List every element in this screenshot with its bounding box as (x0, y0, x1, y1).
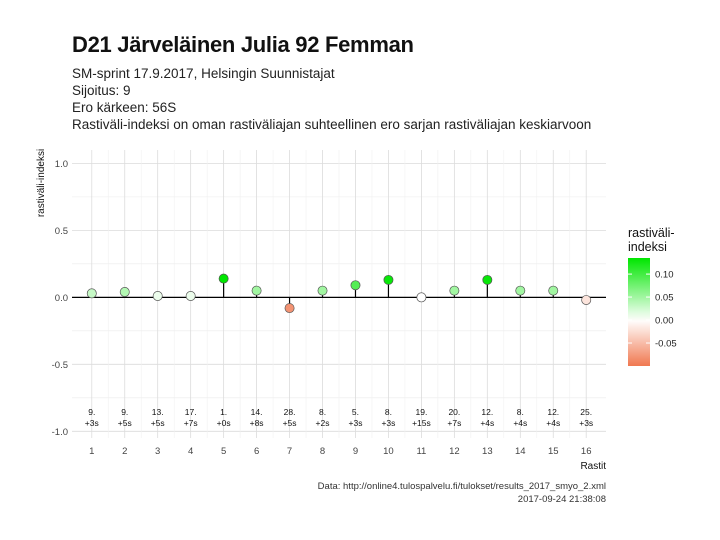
index-point (119, 287, 130, 297)
split-diff-label: +15s (412, 418, 431, 428)
split-rank-label: 12. (481, 407, 493, 417)
subtitle-line-index-description: Rastiväli-indeksi on oman rastiväliajan … (72, 117, 592, 132)
index-point (581, 295, 592, 305)
x-tick-label: 2 (122, 446, 127, 457)
subtitle-line-gap-to-leader: Ero kärkeen: 56S (72, 100, 177, 115)
split-rank-label: 19. (415, 407, 427, 417)
split-rank-label: 20. (448, 407, 460, 417)
split-rank-label: 8. (517, 407, 524, 417)
index-point (416, 292, 427, 303)
split-diff-label: +2s (316, 418, 330, 428)
x-tick-label: 11 (416, 446, 426, 457)
y-axis-label: rastiväli-indeksi (36, 149, 47, 217)
x-tick-label: 10 (383, 446, 394, 457)
legend-gradient (628, 258, 650, 366)
index-point (383, 274, 394, 285)
split-diff-label: +4s (480, 418, 494, 428)
split-rank-label: 8. (385, 407, 392, 417)
legend: rastiväli- indeksi (628, 226, 675, 254)
y-tick-label: 0.5 (55, 226, 68, 237)
legend-tick-label: 0.00 (655, 316, 674, 327)
x-tick-label: 1 (89, 446, 94, 457)
legend-title-line-2: indeksi (628, 240, 667, 254)
chart-title: D21 Järveläinen Julia 92 Femman (72, 32, 414, 57)
split-rank-label: 9. (88, 407, 95, 417)
x-tick-label: 6 (254, 446, 259, 457)
split-rank-label: 1. (220, 407, 227, 417)
x-tick-label: 5 (221, 446, 226, 457)
chart-marks (86, 273, 592, 314)
split-diff-label: +7s (184, 418, 198, 428)
index-point (185, 291, 196, 301)
x-tick-label: 13 (482, 446, 493, 457)
split-labels: 9.+3s9.+5s13.+5s17.+7s1.+0s14.+8s28.+5s8… (85, 407, 593, 428)
index-point (482, 274, 493, 285)
legend-colorbar: 0.10 0.05 0.00 -0.05 (628, 258, 677, 366)
split-diff-label: +4s (546, 418, 560, 428)
split-diff-label: +3s (579, 418, 593, 428)
x-tick-label: 15 (548, 446, 559, 457)
index-point (86, 288, 97, 299)
split-diff-label: +7s (447, 418, 461, 428)
legend-tick-label: 0.10 (655, 270, 674, 281)
index-point (548, 285, 559, 296)
index-point (284, 303, 295, 314)
y-tick-label: 1.0 (55, 159, 68, 170)
split-rank-label: 13. (152, 407, 164, 417)
legend-tick-label: -0.05 (655, 339, 677, 350)
split-rank-label: 9. (121, 407, 128, 417)
split-diff-label: +3s (85, 418, 99, 428)
legend-title-line-1: rastiväli- (628, 226, 675, 240)
data-source-caption: Data: http://online4.tulospalvelu.fi/tul… (317, 481, 606, 492)
split-diff-label: +8s (250, 418, 264, 428)
split-diff-label: +3s (381, 418, 395, 428)
subtitle-line-competition: SM-sprint 17.9.2017, Helsingin Suunnista… (72, 66, 335, 81)
split-rank-label: 14. (251, 407, 263, 417)
x-tick-label: 16 (581, 446, 592, 457)
x-tick-label: 3 (155, 446, 160, 457)
split-rank-label: 28. (284, 407, 296, 417)
y-tick-label: 0.0 (55, 293, 68, 304)
split-rank-label: 25. (580, 407, 592, 417)
x-tick-label: 9 (353, 446, 358, 457)
legend-tick-label: 0.05 (655, 293, 674, 304)
chart-gridlines (72, 150, 606, 438)
split-rank-label: 8. (319, 407, 326, 417)
x-tick-label: 12 (449, 446, 460, 457)
x-axis-label: Rastit (580, 461, 606, 472)
index-point (515, 285, 526, 296)
split-diff-label: +5s (283, 418, 297, 428)
y-tick-label: -0.5 (52, 360, 68, 371)
y-tick-label: -1.0 (52, 427, 68, 438)
split-diff-label: +3s (349, 418, 363, 428)
x-tick-label: 7 (287, 446, 292, 457)
x-tick-label: 14 (515, 446, 526, 457)
split-rank-label: 17. (185, 407, 197, 417)
split-diff-label: +0s (217, 418, 231, 428)
split-rank-label: 5. (352, 407, 359, 417)
split-diff-label: +5s (118, 418, 132, 428)
index-point (152, 291, 163, 301)
index-point (350, 280, 361, 291)
split-diff-label: +4s (513, 418, 527, 428)
subtitle-line-placement: Sijoitus: 9 (72, 83, 131, 98)
index-point (251, 285, 262, 296)
index-point (218, 273, 229, 284)
index-point (449, 285, 460, 296)
x-tick-label: 4 (188, 446, 193, 457)
split-rank-label: 12. (547, 407, 559, 417)
index-point (317, 285, 328, 296)
split-diff-label: +5s (151, 418, 165, 428)
x-tick-label: 8 (320, 446, 325, 457)
timestamp-caption: 2017-09-24 21:38:08 (517, 494, 606, 505)
